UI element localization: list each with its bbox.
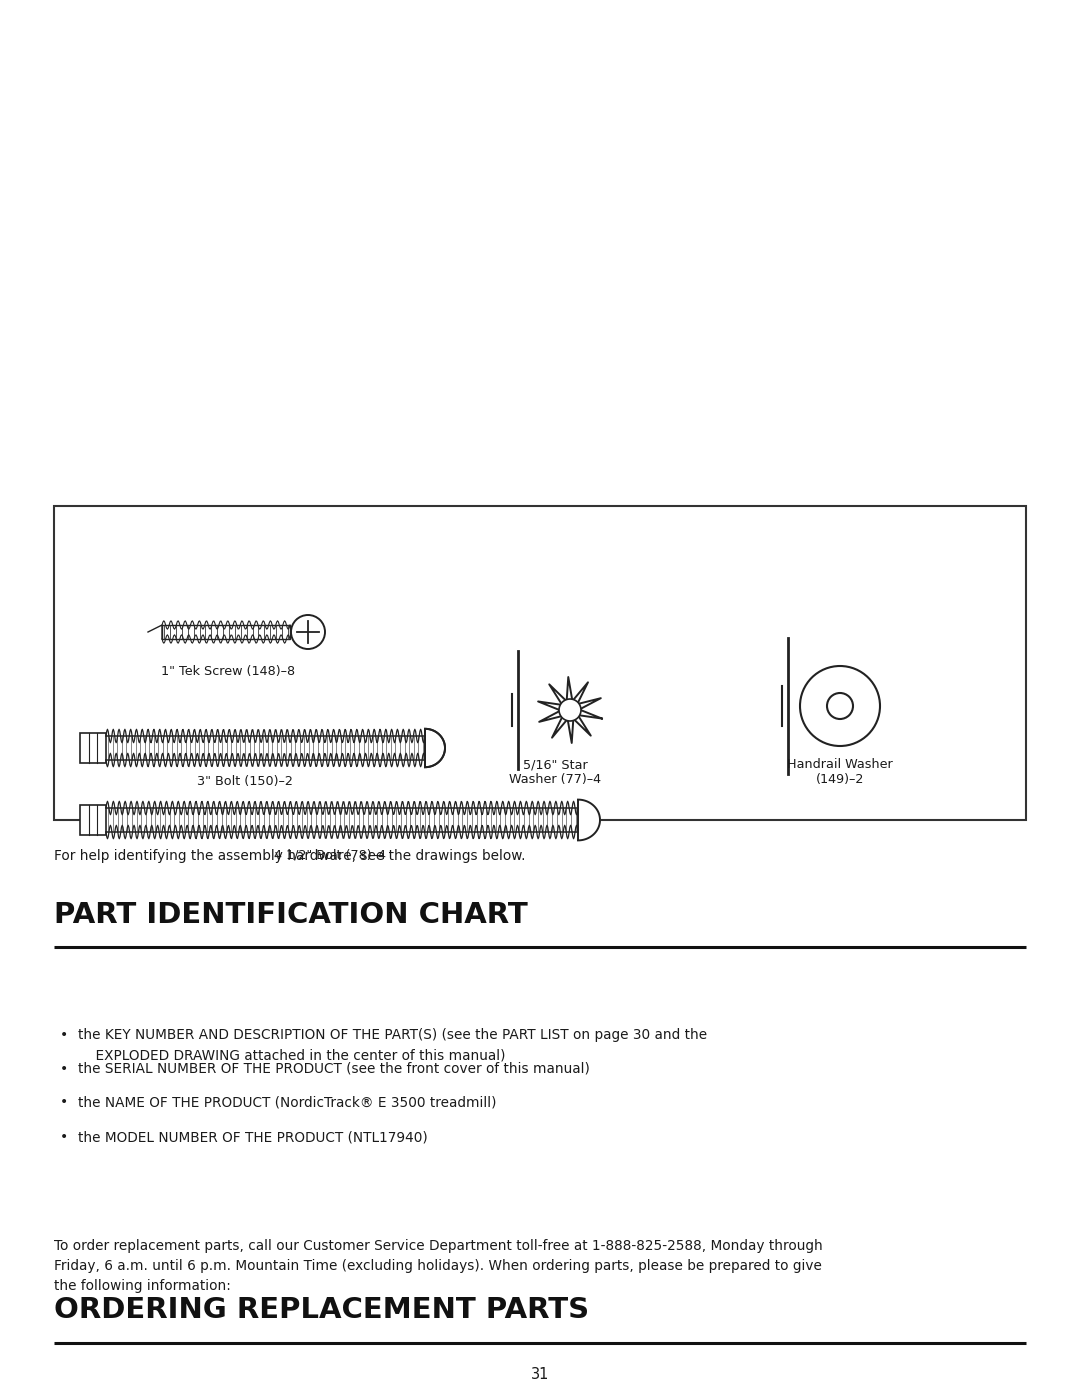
Text: •: • [59,1130,68,1144]
Polygon shape [148,624,162,638]
Text: •: • [59,1028,68,1042]
Text: 5/16" Star
Washer (77)–4: 5/16" Star Washer (77)–4 [509,759,602,787]
Text: the KEY NUMBER AND DESCRIPTION OF THE PART(S) (see the PART LIST on page 30 and : the KEY NUMBER AND DESCRIPTION OF THE PA… [78,1028,707,1062]
Polygon shape [426,729,445,767]
FancyBboxPatch shape [54,506,1026,820]
Bar [80,805,106,835]
Text: the NAME OF THE PRODUCT (NordicTrack® E 3500 treadmill): the NAME OF THE PRODUCT (NordicTrack® E … [78,1095,497,1109]
Text: the MODEL NUMBER OF THE PRODUCT (NTL17940): the MODEL NUMBER OF THE PRODUCT (NTL1794… [78,1130,428,1144]
Bar [106,736,426,760]
Text: To order replacement parts, call our Customer Service Department toll-free at 1-: To order replacement parts, call our Cus… [54,1239,823,1294]
Text: 3" Bolt (150)–2: 3" Bolt (150)–2 [197,775,293,788]
Text: Handrail Washer
(149)–2: Handrail Washer (149)–2 [787,759,893,787]
Text: PART IDENTIFICATION CHART: PART IDENTIFICATION CHART [54,901,528,929]
Bar [162,624,291,638]
Text: 4 1/2" Bolt (78)–4: 4 1/2" Bolt (78)–4 [274,848,386,861]
Text: 1" Tek Screw (148)–8: 1" Tek Screw (148)–8 [161,665,295,678]
Ellipse shape [559,698,581,721]
Bar [80,733,106,763]
Polygon shape [578,799,600,841]
Text: For help identifying the assembly hardware, see the drawings below.: For help identifying the assembly hardwa… [54,849,526,863]
Text: •: • [59,1062,68,1076]
Ellipse shape [800,666,880,746]
Text: the SERIAL NUMBER OF THE PRODUCT (see the front cover of this manual): the SERIAL NUMBER OF THE PRODUCT (see th… [78,1062,590,1076]
Text: 31: 31 [530,1368,550,1382]
Text: •: • [59,1095,68,1109]
Polygon shape [538,678,602,743]
Ellipse shape [827,693,853,719]
Bar [106,807,578,833]
Ellipse shape [291,615,325,650]
Text: ORDERING REPLACEMENT PARTS: ORDERING REPLACEMENT PARTS [54,1296,589,1324]
